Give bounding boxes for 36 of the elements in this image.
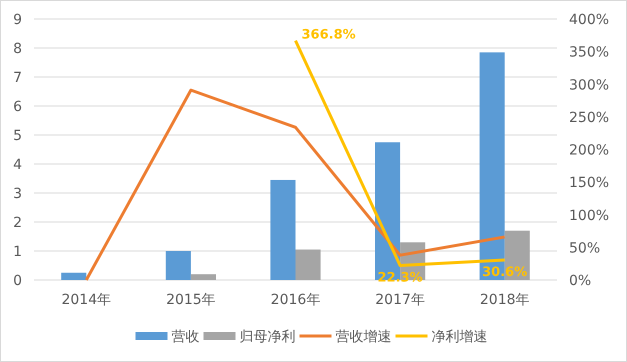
y2-tick-label: 350% (569, 44, 610, 61)
x-tick-label: 2017年 (375, 292, 425, 308)
y-tick-label: 0 (13, 273, 22, 289)
bar (166, 251, 191, 280)
y-tick-label: 6 (13, 99, 22, 115)
x-tick-label: 2015年 (166, 292, 216, 308)
y-tick-label: 5 (13, 128, 22, 144)
y2-tick-label: 200% (569, 142, 610, 158)
y2-tick-label: 150% (569, 175, 610, 192)
x-tick-label: 2014年 (61, 292, 112, 308)
y-tick-label: 8 (13, 41, 22, 57)
bar (270, 180, 296, 280)
bar (296, 250, 321, 280)
legend-label: 营收 (172, 329, 200, 345)
y2-tick-label: 400% (569, 12, 610, 28)
y2-tick-label: 100% (569, 208, 610, 224)
legend-label: 净利增速 (432, 329, 488, 345)
legend-label: 营收增速 (336, 329, 392, 345)
y-tick-label: 7 (13, 70, 22, 86)
bar (190, 274, 216, 280)
y-tick-label: 9 (13, 12, 22, 28)
y2-tick-label: 300% (569, 77, 610, 94)
legend-label: 归母净利 (240, 329, 296, 345)
data-label: 366.8% (302, 28, 356, 43)
y2-tick-label: 50% (569, 240, 600, 256)
data-label: 30.6% (482, 265, 528, 280)
y-tick-label: 2 (13, 215, 22, 231)
y2-tick-label: 250% (569, 110, 610, 126)
y-tick-label: 4 (13, 157, 22, 173)
y-tick-label: 1 (13, 244, 22, 260)
x-tick-label: 2018年 (480, 292, 530, 308)
bar (61, 272, 86, 280)
y-tick-label: 3 (13, 186, 22, 202)
data-label: 22.3% (378, 270, 423, 286)
x-tick-label: 2016年 (270, 292, 320, 308)
y2-tick-label: 0% (569, 273, 592, 289)
